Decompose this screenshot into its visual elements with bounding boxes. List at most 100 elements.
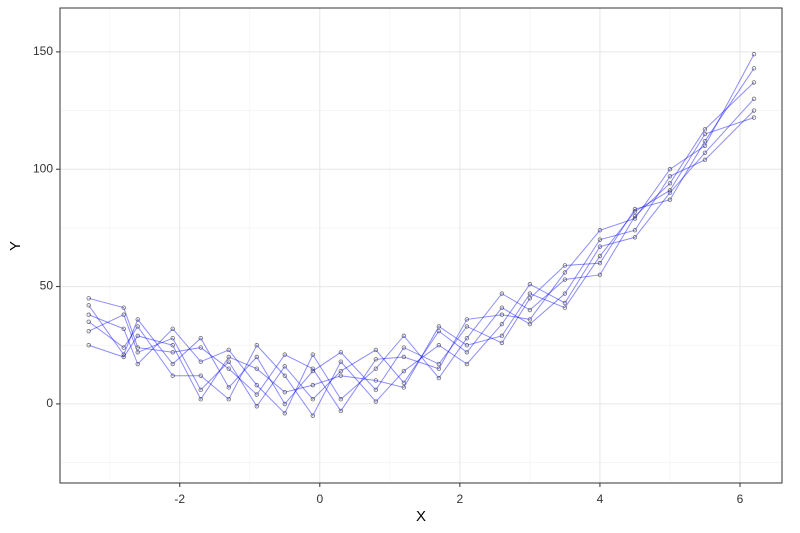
data-point [310, 366, 316, 371]
data-point [436, 343, 442, 348]
data-point [310, 352, 316, 357]
data-point [436, 328, 442, 334]
data-point [464, 343, 470, 348]
data-point [632, 209, 638, 214]
data-point [702, 143, 708, 148]
series-line [88, 117, 755, 401]
data-point [254, 366, 259, 371]
data-point [464, 350, 470, 355]
data-point [751, 96, 757, 102]
data-point [170, 361, 175, 367]
data-point [282, 401, 287, 407]
data-point [198, 345, 203, 350]
data-point [702, 157, 708, 163]
data-point [226, 347, 231, 353]
data-point [226, 397, 231, 402]
data-point [401, 333, 407, 339]
data-point [499, 340, 505, 346]
y-tick-label: 150 [33, 44, 53, 58]
data-point [562, 305, 568, 310]
data-point [632, 216, 638, 221]
data-point [597, 228, 603, 233]
x-tick-label: 4 [597, 492, 604, 506]
data-point [464, 361, 470, 367]
data-point [121, 312, 126, 317]
data-point [86, 328, 91, 334]
data-point [121, 352, 126, 357]
data-point [562, 270, 568, 275]
data-point [751, 66, 757, 71]
data-point [632, 235, 638, 240]
data-point [226, 359, 231, 364]
panel-border [59, 7, 783, 484]
series-line [88, 53, 755, 412]
data-point [597, 237, 603, 242]
data-point [632, 206, 638, 212]
data-point [86, 303, 91, 308]
data-point [632, 228, 638, 233]
data-point [373, 366, 379, 371]
data-point [401, 354, 407, 360]
data-point [597, 253, 603, 259]
series-line [88, 98, 755, 417]
data-point [310, 397, 316, 402]
data-point [436, 361, 442, 367]
data-point [121, 345, 126, 350]
data-point [170, 343, 175, 348]
data-point [464, 336, 470, 341]
data-point [170, 350, 175, 355]
data-point [170, 373, 175, 378]
data-point [499, 291, 505, 296]
data-point [499, 312, 505, 317]
series-line [88, 82, 755, 415]
data-point [436, 366, 442, 371]
data-point [527, 282, 533, 287]
data-point [373, 399, 379, 404]
data-point [401, 345, 407, 350]
data-point [499, 333, 505, 339]
data-point [464, 324, 470, 329]
data-point [751, 52, 757, 57]
data-point [338, 397, 344, 402]
data-point [282, 373, 287, 378]
data-point [86, 296, 91, 301]
data-point [527, 291, 533, 296]
data-point [373, 357, 379, 362]
data-point [667, 174, 673, 179]
data-point [702, 127, 708, 132]
y-tick-label: 50 [40, 279, 54, 293]
data-point [198, 397, 203, 402]
data-point [254, 382, 259, 388]
data-point [135, 333, 140, 339]
x-tick-label: 6 [737, 492, 744, 506]
data-point [282, 389, 287, 395]
data-point [254, 404, 259, 409]
data-point [121, 354, 126, 360]
data-point [562, 263, 568, 268]
data-point [170, 336, 175, 341]
y-axis-label: Y [7, 241, 24, 251]
data-point [499, 305, 505, 310]
data-point [310, 382, 316, 388]
data-point [562, 300, 568, 306]
data-point [282, 411, 287, 416]
data-point [597, 244, 603, 249]
data-point [562, 291, 568, 296]
data-point [436, 324, 442, 329]
data-point [527, 317, 533, 322]
data-point [135, 361, 140, 367]
data-point [135, 324, 140, 329]
data-point [632, 213, 638, 219]
data-point [751, 108, 757, 113]
data-point [401, 368, 407, 374]
data-point [338, 373, 344, 378]
data-point [436, 375, 442, 381]
data-point [338, 350, 344, 355]
data-point [373, 347, 379, 353]
data-point [198, 387, 203, 393]
data-point [562, 277, 568, 282]
data-point [527, 307, 533, 313]
series-line [88, 110, 755, 408]
y-tick-label: 0 [46, 396, 53, 410]
